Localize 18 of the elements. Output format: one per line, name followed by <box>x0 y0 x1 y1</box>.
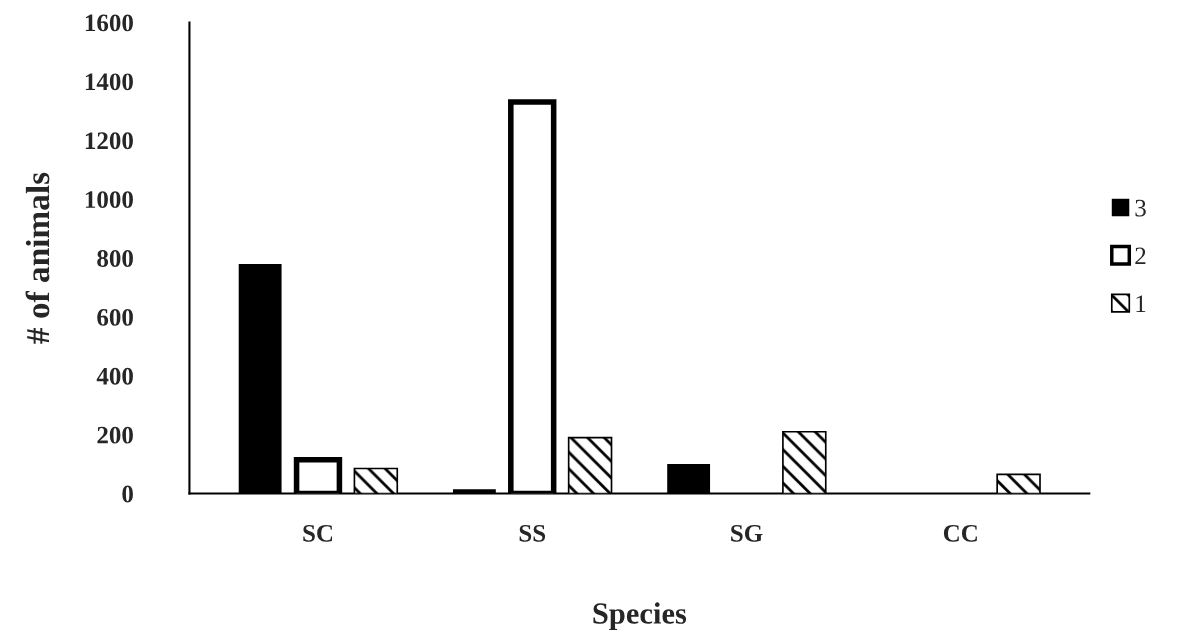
x-tick-label: SS <box>519 524 546 542</box>
y-tick-label: 1000 <box>85 191 133 209</box>
x-axis-title: Species <box>593 602 687 631</box>
legend-label: 3 <box>1135 199 1146 217</box>
y-tick-label: 1400 <box>85 73 133 91</box>
x-tick-label: SC <box>303 524 333 542</box>
legend-label: 2 <box>1135 247 1146 265</box>
y-tick-label: 0 <box>122 485 133 503</box>
y-tick-label: 200 <box>97 426 133 444</box>
y-tick-label: 400 <box>96 367 133 385</box>
x-tick-label: CC <box>943 524 977 542</box>
x-tick-label: SG <box>731 524 763 542</box>
y-tick-label: 1200 <box>85 132 133 150</box>
y-tick-label: 600 <box>97 308 133 326</box>
y-axis-title: # of animals <box>25 172 50 344</box>
legend-label: 1 <box>1136 295 1146 312</box>
y-tick-label: 800 <box>97 250 133 267</box>
y-tick-label: 1600 <box>85 14 133 32</box>
